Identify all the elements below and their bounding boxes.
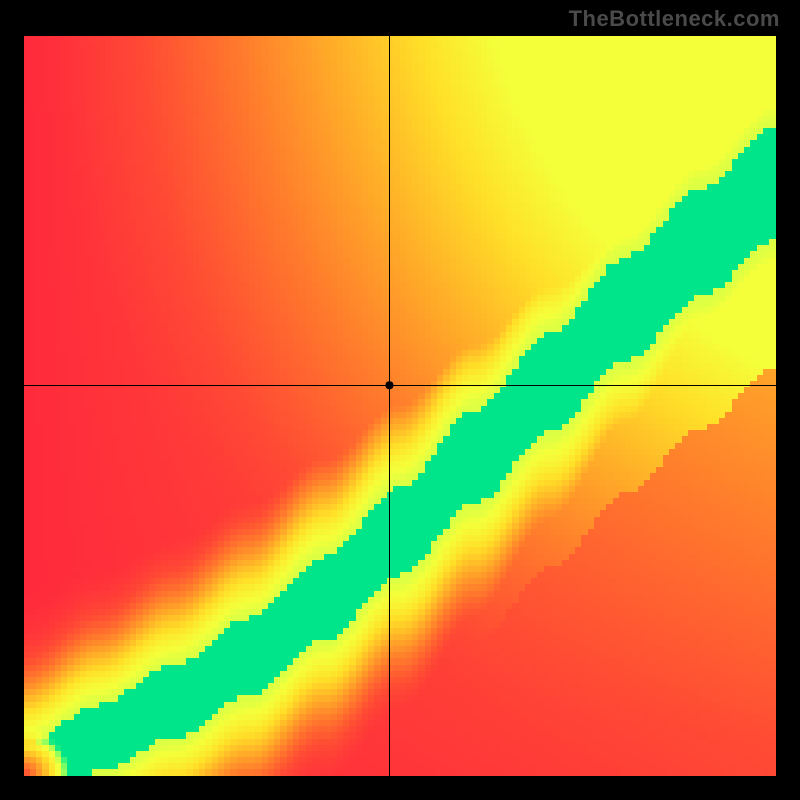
heatmap-canvas: [24, 36, 776, 776]
chart-container: TheBottleneck.com: [0, 0, 800, 800]
heatmap-plot: [24, 36, 776, 776]
watermark-text: TheBottleneck.com: [569, 6, 780, 32]
